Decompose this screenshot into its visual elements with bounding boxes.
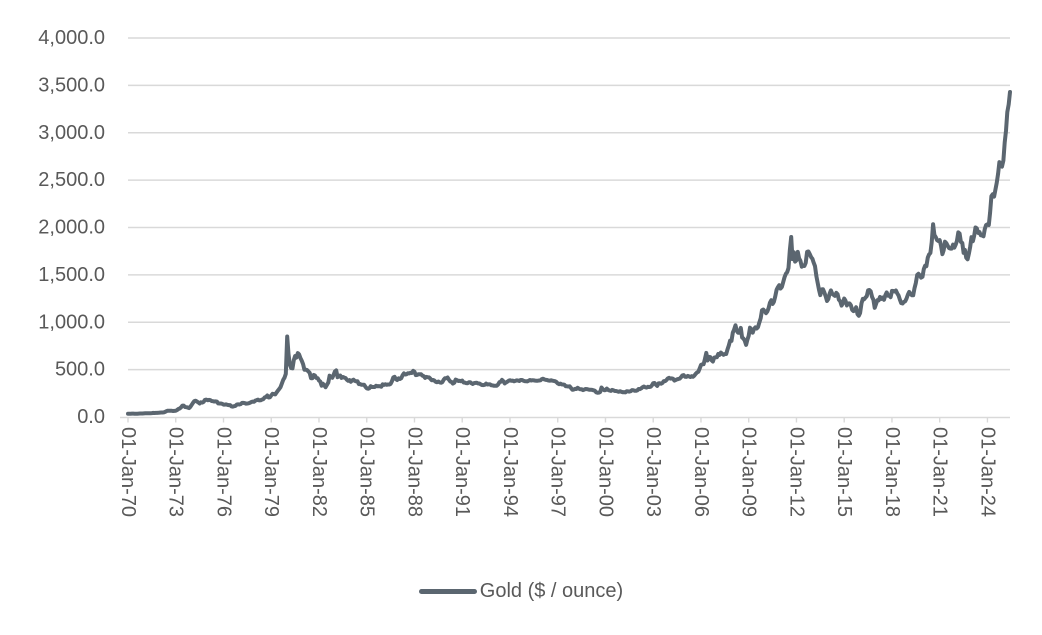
x-axis-label: 01-Jan-00	[594, 427, 616, 517]
x-axis-label: 01-Jan-24	[976, 427, 998, 517]
y-axis-label: 2,000.0	[38, 217, 105, 239]
x-axis-label: 01-Jan-91	[451, 427, 473, 517]
y-axis-label: 2,500.0	[38, 169, 105, 191]
y-axis-label: 0.0	[77, 406, 105, 428]
legend-line-swatch	[418, 588, 477, 594]
x-axis-label: 01-Jan-97	[547, 427, 569, 517]
x-axis-label: 01-Jan-88	[403, 427, 425, 517]
x-axis-label: 01-Jan-12	[785, 427, 807, 517]
x-axis-label: 01-Jan-09	[738, 427, 760, 517]
gold-price-line	[126, 90, 1012, 416]
x-axis-label: 01-Jan-06	[690, 427, 712, 517]
y-axis-label: 3,500.0	[38, 74, 105, 96]
x-axis-label: 01-Jan-15	[833, 427, 855, 517]
x-axis-label: 01-Jan-82	[308, 427, 330, 517]
x-axis-label: 01-Jan-70	[117, 427, 139, 517]
y-axis-label: 1,000.0	[38, 311, 105, 333]
x-axis-label: 01-Jan-76	[212, 427, 234, 517]
x-axis-label: 01-Jan-03	[642, 427, 664, 517]
x-axis-label: 01-Jan-79	[260, 427, 282, 517]
y-axis-label: 3,000.0	[38, 122, 105, 144]
x-axis-label: 01-Jan-94	[499, 427, 521, 517]
y-axis-label: 1,500.0	[38, 264, 105, 286]
legend: Gold ($ / ounce)	[0, 577, 1042, 605]
x-axis-label: 01-Jan-73	[165, 427, 187, 517]
y-axis-label: 4,000.0	[38, 27, 105, 49]
x-axis-label: 01-Jan-21	[929, 427, 951, 517]
x-axis-label: 01-Jan-85	[356, 427, 378, 517]
x-axis-label: 01-Jan-18	[881, 427, 903, 517]
legend-label: Gold ($ / ounce)	[479, 580, 624, 602]
y-axis-label: 500.0	[55, 359, 105, 381]
